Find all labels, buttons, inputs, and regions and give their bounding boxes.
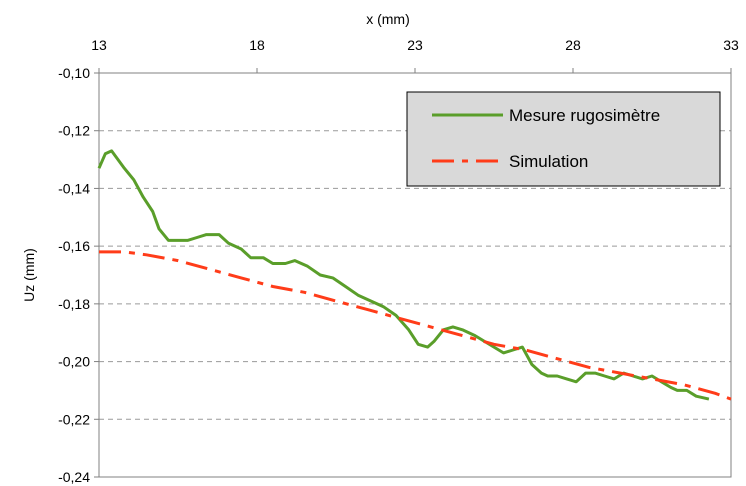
x-axis-ticks: 13 18 23 28 33	[91, 37, 739, 73]
y-tick-label: -0,16	[58, 238, 90, 254]
y-tick-label: -0,24	[58, 469, 90, 485]
y-tick-label: -0,10	[58, 65, 90, 81]
series-line-simulation	[99, 250, 732, 401]
y-tick-label: -0,18	[58, 296, 90, 312]
y-axis-title: Uz (mm)	[21, 248, 37, 302]
legend-label-simulation: Simulation	[509, 152, 588, 171]
y-tick-label: -0,12	[58, 123, 90, 139]
legend-label-mesure: Mesure rugosimètre	[509, 106, 660, 125]
legend-box	[406, 91, 721, 187]
y-tick-label: -0,20	[58, 354, 90, 370]
legend: Mesure rugosimètre Simulation	[406, 91, 721, 187]
series-layer	[97, 149, 732, 401]
y-tick-label: -0,22	[58, 411, 90, 427]
x-tick-label: 13	[91, 37, 107, 53]
series-line-mesure	[97, 149, 710, 401]
y-tick-label: -0,14	[58, 180, 90, 196]
x-tick-label: 23	[407, 37, 423, 53]
y-axis-ticks: -0,10 -0,12 -0,14 -0,16 -0,18 -0,20 -0,22 -0,24	[58, 65, 99, 485]
x-tick-label: 18	[249, 37, 265, 53]
x-tick-label: 28	[565, 37, 581, 53]
x-axis-title: x (mm)	[366, 11, 410, 27]
x-tick-label: 33	[723, 37, 739, 53]
